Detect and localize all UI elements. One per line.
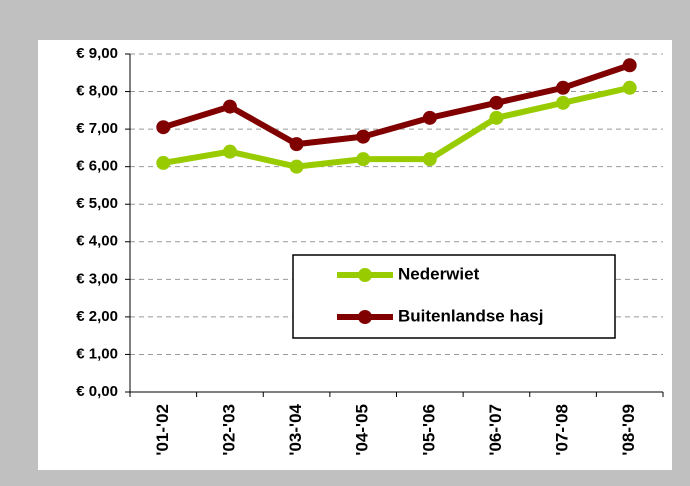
point	[622, 80, 637, 95]
point	[156, 120, 171, 135]
x-tick-label: '02-'03	[219, 404, 238, 456]
y-tick-label: € 3,00	[76, 270, 118, 287]
series-line	[162, 84, 631, 170]
y-tick-label: € 0,00	[76, 383, 118, 400]
y-tick-label: € 1,00	[76, 345, 118, 362]
legend	[292, 254, 616, 339]
legend-label: Buitenlandse hasj	[398, 306, 543, 325]
point	[556, 80, 571, 95]
point	[622, 58, 637, 73]
legend-label: Nederwiet	[398, 264, 480, 283]
x-tick-label: '01-'02	[153, 404, 172, 456]
point	[356, 152, 371, 167]
x-tick-label: '08-'09	[619, 404, 638, 456]
x-tick-label: '06-'07	[486, 404, 505, 456]
y-tick-label: € 8,00	[76, 83, 118, 100]
y-tick-label: € 2,00	[76, 308, 118, 325]
point	[289, 159, 304, 174]
x-tick-label: '07-'08	[553, 404, 572, 456]
point	[556, 95, 571, 110]
point	[356, 129, 371, 144]
point	[489, 95, 504, 110]
y-tick-label: € 7,00	[76, 120, 118, 137]
y-tick-label: € 6,00	[76, 158, 118, 175]
point	[222, 99, 237, 114]
series-line	[162, 62, 631, 148]
x-tick-label: '05-'06	[419, 404, 438, 456]
legend-marker	[358, 310, 372, 324]
point	[289, 137, 304, 152]
y-tick-label: € 9,00	[76, 45, 118, 62]
point	[156, 155, 171, 170]
point	[489, 110, 504, 125]
x-tick-label: '04-'05	[353, 404, 372, 456]
point	[422, 152, 437, 167]
legend-marker	[358, 268, 372, 282]
point	[422, 110, 437, 125]
y-tick-label: € 4,00	[76, 233, 118, 250]
y-tick-label: € 5,00	[76, 195, 118, 212]
point	[222, 144, 237, 159]
x-tick-label: '03-'04	[286, 403, 305, 455]
